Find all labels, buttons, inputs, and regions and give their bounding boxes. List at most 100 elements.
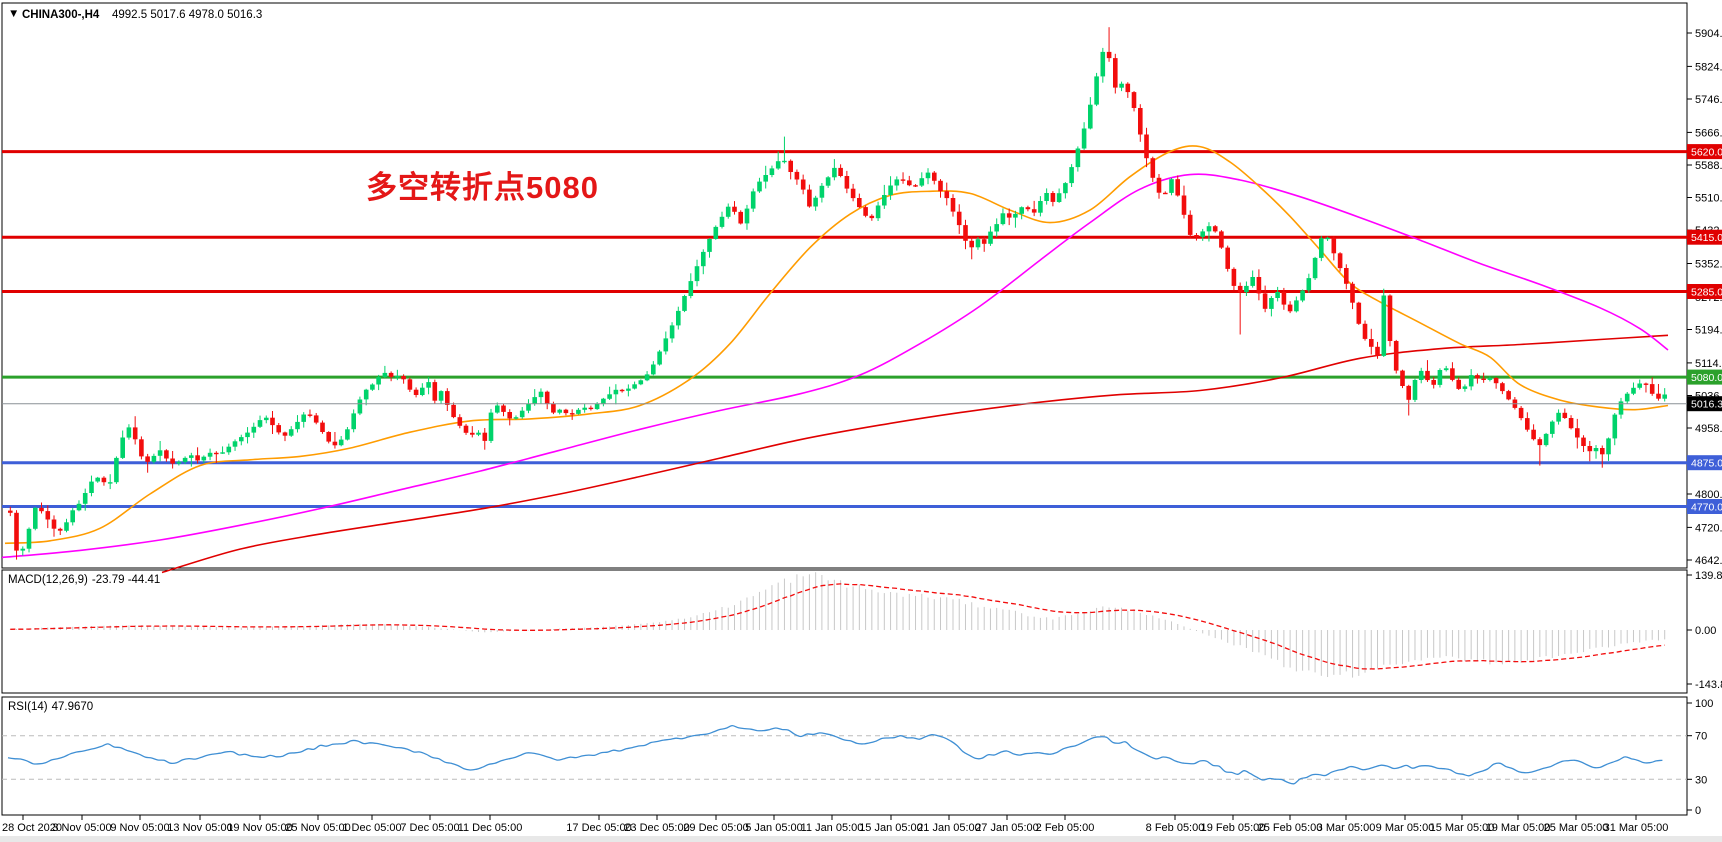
- candle-body: [1287, 304, 1293, 312]
- price-tick-label: 4958.0: [1695, 423, 1722, 435]
- candle-body: [601, 398, 606, 404]
- candle-body: [14, 512, 19, 551]
- macd-scale-label: 0.00: [1695, 625, 1716, 637]
- time-label: 13 Nov 05:00: [167, 822, 232, 834]
- candle-body: [1506, 391, 1511, 400]
- current-price-badge: 5016.3: [1691, 399, 1722, 411]
- candle-body: [151, 455, 157, 462]
- candle-body: [1493, 378, 1499, 384]
- candle-body: [1088, 104, 1093, 129]
- candle-body: [207, 452, 213, 457]
- candle-body: [963, 225, 968, 241]
- time-label: 11 Jan 05:00: [801, 822, 864, 834]
- time-label: 25 Feb 05:00: [1258, 822, 1323, 834]
- candle-body: [451, 404, 456, 418]
- candle-body: [1543, 433, 1549, 446]
- moving-average-lines: [1, 145, 1669, 574]
- candle-body: [1393, 341, 1399, 371]
- time-label: 29 Dec 05:00: [683, 822, 748, 834]
- candle-body: [838, 167, 843, 176]
- candle-body: [39, 507, 44, 512]
- macd-indicator: [9, 572, 1666, 678]
- candle-body: [1350, 283, 1355, 303]
- candle-body: [863, 207, 868, 216]
- candle-body: [189, 455, 194, 458]
- candle-body: [1106, 51, 1112, 59]
- time-label: 1 Dec 05:00: [342, 822, 401, 834]
- time-label: 8 Feb 05:00: [1146, 822, 1205, 834]
- candle-body: [1362, 323, 1368, 339]
- candle-body: [1656, 393, 1661, 399]
- symbol-ohlc-values: 4992.5 5017.6 4978.0 5016.3: [112, 9, 262, 21]
- candle-body: [988, 231, 993, 244]
- candle-body: [345, 429, 350, 440]
- candle-body: [1000, 213, 1006, 225]
- candle-body: [1194, 235, 1199, 237]
- candle-body: [276, 425, 281, 433]
- candle-body: [1094, 76, 1099, 105]
- price-tick-label: 5194.0: [1695, 325, 1722, 337]
- candle-body: [57, 528, 63, 531]
- candle-body: [1518, 407, 1524, 419]
- level-badge-4875: 4875.0: [1691, 458, 1722, 470]
- rsi-label: RSI(14) 47.9670: [8, 701, 93, 713]
- time-label: 21 Jan 05:00: [917, 822, 981, 834]
- candle-body: [370, 384, 375, 390]
- candle-body: [1262, 293, 1268, 309]
- candle-body: [682, 296, 687, 311]
- rsi-scale-label: 30: [1695, 774, 1707, 786]
- candle-body: [626, 388, 631, 391]
- candle-body: [332, 441, 338, 446]
- level-badge-5285-bg: [1687, 284, 1722, 299]
- candle-body: [1462, 386, 1468, 389]
- price-tick-label: 5352.0: [1695, 259, 1722, 271]
- candle-body: [239, 437, 244, 442]
- candle-body: [114, 457, 119, 483]
- candle-body: [1256, 277, 1262, 294]
- candle-body: [969, 240, 974, 248]
- candle-body: [1537, 439, 1543, 446]
- candle-body: [1125, 83, 1131, 93]
- candle-body: [1406, 385, 1411, 400]
- candle-body: [101, 477, 107, 483]
- candle-body: [1006, 213, 1012, 218]
- time-label: 17 Dec 05:00: [566, 822, 631, 834]
- candle-body: [1581, 437, 1586, 446]
- candle-body: [769, 168, 775, 175]
- time-label: 19 Mar 05:00: [1486, 822, 1551, 834]
- candle-body: [1044, 193, 1049, 201]
- symbol-dropdown-icon[interactable]: ▼: [8, 8, 19, 20]
- candle-body: [725, 206, 731, 217]
- candle-body: [232, 441, 238, 447]
- candle-body: [1631, 387, 1636, 394]
- candle-body: [338, 439, 344, 446]
- candle-body: [1212, 226, 1218, 232]
- time-label: 31 Mar 05:00: [1604, 822, 1669, 834]
- candle-body: [157, 450, 163, 456]
- candle-body: [1600, 448, 1605, 455]
- ma-mid-magenta: [1, 173, 1669, 559]
- candle-body: [557, 409, 562, 413]
- candle-body: [1468, 375, 1474, 387]
- candle-body: [1100, 51, 1106, 77]
- candle-body: [76, 503, 82, 511]
- candle-body: [994, 224, 999, 232]
- candle-body: [732, 206, 737, 212]
- candle-body: [1606, 438, 1611, 455]
- candle-body: [482, 432, 488, 441]
- candle-body: [1456, 379, 1461, 389]
- chart-annotation-text: 多空转折点5080: [366, 170, 599, 205]
- candle-body: [1443, 368, 1449, 371]
- candle-body: [1056, 193, 1062, 202]
- candle-body: [763, 175, 768, 182]
- candle-body: [507, 412, 512, 419]
- candle-body: [1412, 380, 1418, 400]
- time-label: 19 Nov 05:00: [227, 822, 292, 834]
- candle-body: [176, 461, 182, 464]
- candle-body: [1649, 384, 1655, 394]
- candle-body: [1200, 231, 1205, 237]
- candle-body: [1250, 277, 1255, 286]
- candle-body: [981, 239, 987, 244]
